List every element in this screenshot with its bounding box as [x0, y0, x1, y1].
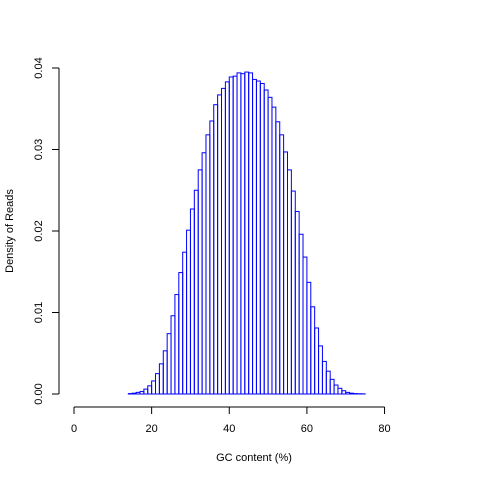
histogram-bar: [131, 392, 137, 395]
histogram-bar: [155, 373, 160, 395]
y-axis-title: Density of Reads: [4, 189, 16, 273]
y-tick-label: 0.03: [33, 139, 45, 160]
histogram-bars: [127, 71, 366, 395]
histogram-bar: [232, 75, 238, 395]
histogram-bar: [259, 82, 265, 395]
x-tick-label: 40: [223, 423, 235, 435]
histogram-bar: [279, 134, 285, 395]
histogram-bar: [135, 391, 141, 395]
x-tick-label: 80: [378, 423, 390, 435]
histogram-bar: [240, 73, 246, 395]
histogram-bar: [337, 387, 343, 395]
histogram-bar: [252, 78, 257, 395]
histogram-bar: [143, 388, 149, 395]
histogram-bar: [162, 350, 168, 395]
histogram-bar: [147, 385, 153, 395]
histogram-bar: [318, 345, 323, 395]
histogram-bar: [314, 327, 320, 395]
histogram-bar: [306, 281, 312, 395]
x-tick-label: 60: [301, 423, 313, 435]
histogram-bar: [325, 370, 331, 395]
histogram-bar: [166, 333, 172, 395]
histogram-bar: [174, 294, 180, 395]
histogram-bar: [244, 71, 250, 395]
histogram-bar: [209, 120, 215, 395]
histogram-bar: [321, 360, 327, 395]
histogram-bar: [186, 229, 191, 395]
histogram-bar: [349, 392, 354, 395]
histogram-bar: [302, 256, 308, 395]
histogram-bar: [193, 189, 199, 395]
y-tick-label: 0.02: [33, 220, 45, 241]
x-tick-label: 20: [146, 423, 158, 435]
histogram-bar: [345, 391, 351, 395]
histogram-bar: [286, 169, 292, 395]
x-tick-label: 0: [71, 423, 77, 435]
histogram-bar: [228, 76, 234, 395]
histogram-bar: [178, 272, 184, 395]
histogram-bar: [310, 306, 316, 395]
histogram-bar: [151, 380, 157, 395]
histogram-bar: [197, 169, 203, 395]
histogram-bar: [255, 80, 261, 395]
histogram-bar: [139, 391, 145, 395]
histogram-bar: [298, 233, 304, 395]
histogram-bar: [329, 378, 335, 395]
histogram-bar: [341, 390, 347, 395]
histogram-bar: [170, 315, 176, 395]
histogram-bar: [267, 96, 273, 395]
histogram-bar: [236, 72, 242, 395]
y-tick-label: 0.01: [33, 302, 45, 323]
histogram-bar: [217, 94, 222, 395]
histogram-bar: [205, 134, 211, 395]
histogram-bar: [294, 210, 300, 395]
x-axis-title: GC content (%): [216, 452, 292, 464]
histogram-bar: [271, 106, 277, 395]
histogram-bar: [333, 384, 339, 395]
histogram-bar: [283, 151, 288, 395]
histogram-bar: [201, 152, 207, 395]
histogram-bar: [182, 251, 188, 395]
histogram-bar: [248, 72, 254, 395]
y-axis: 0.00 0.01 0.02 0.03 0.04: [33, 57, 60, 405]
y-tick-label: 0.00: [33, 383, 45, 404]
histogram-bar: [221, 87, 226, 395]
histogram-bar: [263, 89, 269, 395]
y-tick-label: 0.04: [33, 57, 45, 78]
histogram-bar: [290, 190, 296, 395]
histogram-bar: [224, 81, 230, 395]
x-axis: 0 20 40 60 80: [71, 406, 391, 435]
histogram-bar: [275, 121, 281, 395]
histogram-bar: [158, 363, 164, 395]
histogram-bar: [213, 104, 219, 395]
histogram-bar: [189, 208, 195, 395]
